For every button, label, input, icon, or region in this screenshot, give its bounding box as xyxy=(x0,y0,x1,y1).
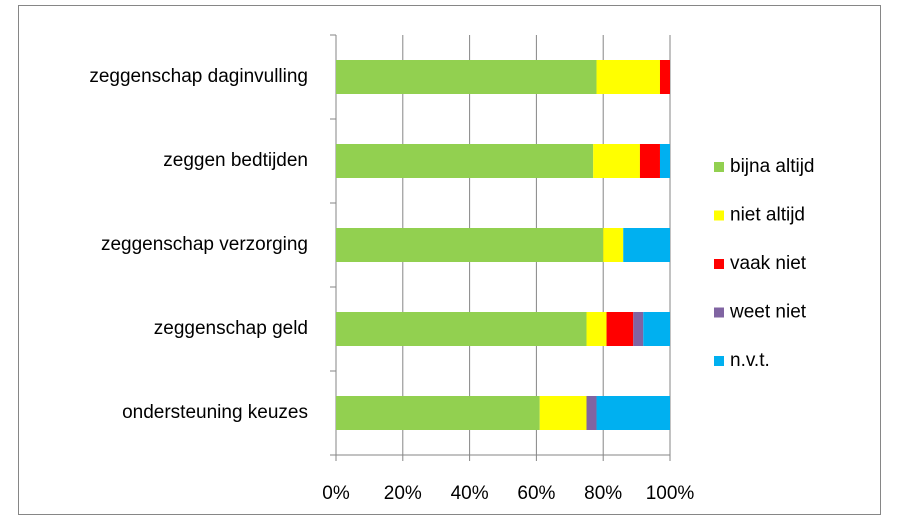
legend-swatch xyxy=(714,210,724,221)
y-tick-label: zeggenschap daginvulling xyxy=(89,66,308,87)
legend-swatch xyxy=(714,307,724,318)
y-tick-label: zeggenschap verzorging xyxy=(101,234,308,255)
bar-segment xyxy=(539,396,587,430)
bar-segment xyxy=(596,396,670,430)
x-tick-label: 40% xyxy=(451,483,489,504)
bar-segment xyxy=(659,60,670,94)
x-tick-label: 60% xyxy=(517,483,555,504)
legend-swatch xyxy=(714,162,724,172)
bar-segment xyxy=(659,144,670,178)
x-tick-label: 80% xyxy=(584,483,622,504)
bar-segment xyxy=(336,144,594,178)
bar-segment xyxy=(633,312,644,346)
bar-segment xyxy=(586,312,607,346)
bar-segment xyxy=(596,60,660,94)
y-tick-label: zeggenschap geld xyxy=(154,318,308,339)
legend-label: bijna altijd xyxy=(730,156,815,177)
bar-segment xyxy=(606,312,634,346)
x-tick-label: 100% xyxy=(646,483,695,504)
legend-swatch xyxy=(714,259,724,269)
x-tick-label: 0% xyxy=(322,483,350,504)
bar-segment xyxy=(603,228,624,262)
legend-label: niet altijd xyxy=(730,205,805,226)
legend-label: vaak niet xyxy=(730,253,807,274)
bar-segment xyxy=(336,228,604,262)
bar-segment xyxy=(643,312,670,346)
legend-swatch xyxy=(714,356,724,366)
legend-label: n.v.t. xyxy=(730,350,770,371)
bar-segment xyxy=(336,312,587,346)
bar-segment xyxy=(639,144,660,178)
bar-segment xyxy=(336,60,597,94)
bar-segment xyxy=(593,144,640,178)
legend-label: weet niet xyxy=(729,302,807,323)
y-tick-label: zeggen bedtijden xyxy=(163,150,308,171)
bar-segment xyxy=(586,396,597,430)
bar-segment xyxy=(336,396,540,430)
y-tick-label: ondersteuning keuzes xyxy=(122,402,308,423)
bar-segment xyxy=(623,228,670,262)
x-tick-label: 20% xyxy=(384,483,422,504)
